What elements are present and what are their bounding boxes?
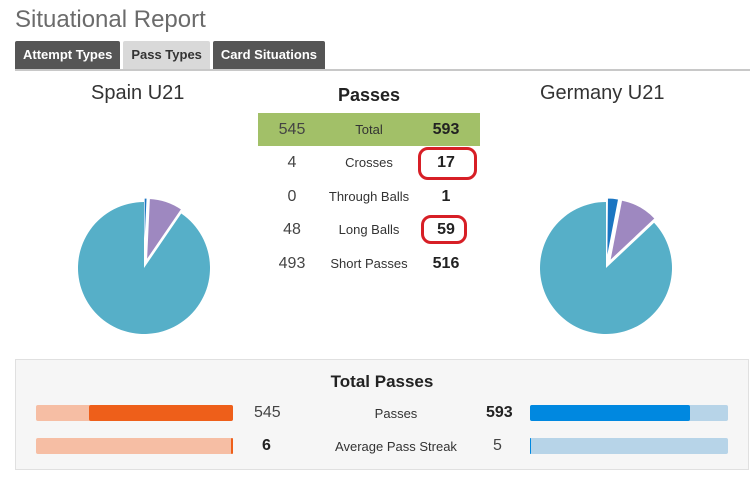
passes-table-title: Passes [337,85,401,105]
row-label: Long Balls [338,222,400,237]
away-value: 593 [432,120,460,138]
passes-row-through-balls: 0 Through Balls 1 [258,180,480,213]
away-streak-value: 5 [493,437,502,454]
total-row-label-streak: Average Pass Streak [335,439,457,454]
pie-slice-crosses [143,197,148,261]
away-value: 17 [437,153,455,171]
pie-slice-short-passes [78,202,211,334]
row-label: Short Passes [330,256,408,271]
away-streak-bar [530,438,728,454]
passes-row-crosses: 4 Crosses 17 [258,146,480,179]
home-passes-bar-fill [89,405,233,421]
passes-row-total: 545 Total 593 [258,113,480,146]
pie-slice-long-balls [609,199,656,263]
away-streak-bar-fill [530,438,531,454]
away-value: 1 [441,187,451,205]
row-label: Total [355,122,383,137]
home-passes-bar [36,405,233,421]
pie-slice-long-balls [145,197,183,263]
passes-row-short-passes: 493 Short Passes 516 [258,247,480,280]
row-label: Through Balls [328,189,410,204]
away-passes-value: 593 [486,404,513,421]
home-pass-types-pie [78,197,211,334]
home-streak-bar-fill [231,438,233,454]
home-value: 0 [287,187,297,205]
highlight-circle-crosses [418,147,477,180]
pie-slice-crosses [606,197,620,261]
total-row-label-passes: Passes [374,406,418,421]
home-value: 545 [278,120,306,138]
away-passes-bar [530,405,728,421]
home-value: 493 [278,254,306,272]
row-label: Crosses [345,155,393,170]
pie-slice-short-passes [540,202,672,334]
highlight-circle-long-balls [421,215,467,244]
tab-pass-types[interactable]: Pass Types [123,41,210,69]
tab-card-situations[interactable]: Card Situations [212,41,325,69]
passes-row-long-balls: 48 Long Balls 59 [258,213,480,246]
tab-bar: Attempt Types Pass Types Card Situations [15,41,328,69]
pie-slice-through-balls [605,197,608,261]
total-passes-panel: Total Passes 545 Passes 593 6 Average Pa… [15,359,749,470]
away-passes-bar-fill [530,405,690,421]
home-team-name: Spain U21 [91,82,185,104]
tab-divider [15,69,750,71]
home-value: 4 [287,153,297,171]
home-streak-value: 6 [262,437,271,454]
home-streak-bar [36,438,233,454]
page-title: Situational Report [15,6,206,33]
away-pass-types-pie [540,197,672,334]
tab-attempt-types[interactable]: Attempt Types [15,41,121,69]
total-passes-title: Total Passes [330,372,434,391]
away-value: 59 [437,220,455,238]
home-passes-value: 545 [254,404,281,421]
home-value: 48 [283,220,301,238]
away-value: 516 [432,254,460,272]
away-team-name: Germany U21 [540,82,665,104]
